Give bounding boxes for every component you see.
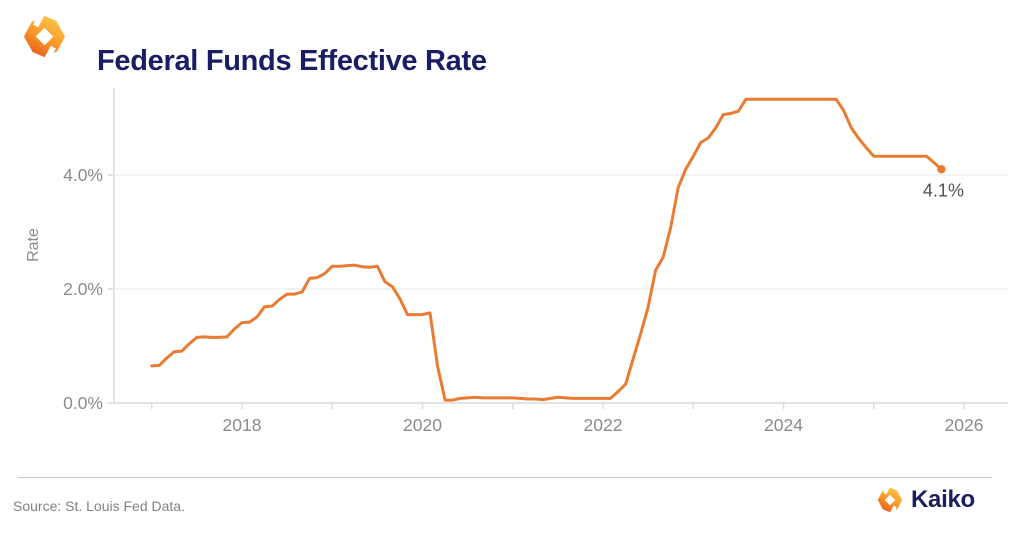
x-tick-label: 2022	[584, 415, 623, 435]
y-axis-title: Rate	[25, 228, 42, 262]
source-note: Source: St. Louis Fed Data.	[13, 498, 185, 514]
y-tick-label: 2.0%	[63, 279, 103, 299]
series-end-dot	[937, 165, 946, 174]
y-tick-label: 0.0%	[63, 393, 103, 413]
page-title: Federal Funds Effective Rate	[97, 45, 487, 78]
line-chart: 4.1% 0.0% 2.0% 4.0% 2018 2020 2022 2024 2026 Rate	[25, 88, 1008, 435]
chart-canvas: 4.1% 0.0% 2.0% 4.0% 2018 2020 2022 2024 2026 Rate	[25, 88, 1008, 435]
x-tick-label: 2018	[223, 415, 262, 435]
x-tick-label: 2020	[403, 415, 442, 435]
y-tick-label: 4.0%	[63, 165, 103, 185]
end-value-label: 4.1%	[923, 180, 964, 200]
kaiko-logo-icon	[876, 485, 904, 515]
brand-wordmark: Kaiko	[911, 486, 975, 513]
series-line	[150, 97, 943, 402]
kaiko-logo-glyph	[877, 485, 903, 515]
footer-brand: Kaiko	[876, 485, 975, 515]
footer-divider	[18, 477, 992, 478]
header: Federal Funds Effective Rate	[0, 0, 1024, 80]
x-tick-label: 2026	[945, 415, 984, 435]
x-tick-label: 2024	[764, 415, 803, 435]
kaiko-logo-icon	[21, 11, 68, 62]
kaiko-logo-glyph	[23, 11, 66, 62]
